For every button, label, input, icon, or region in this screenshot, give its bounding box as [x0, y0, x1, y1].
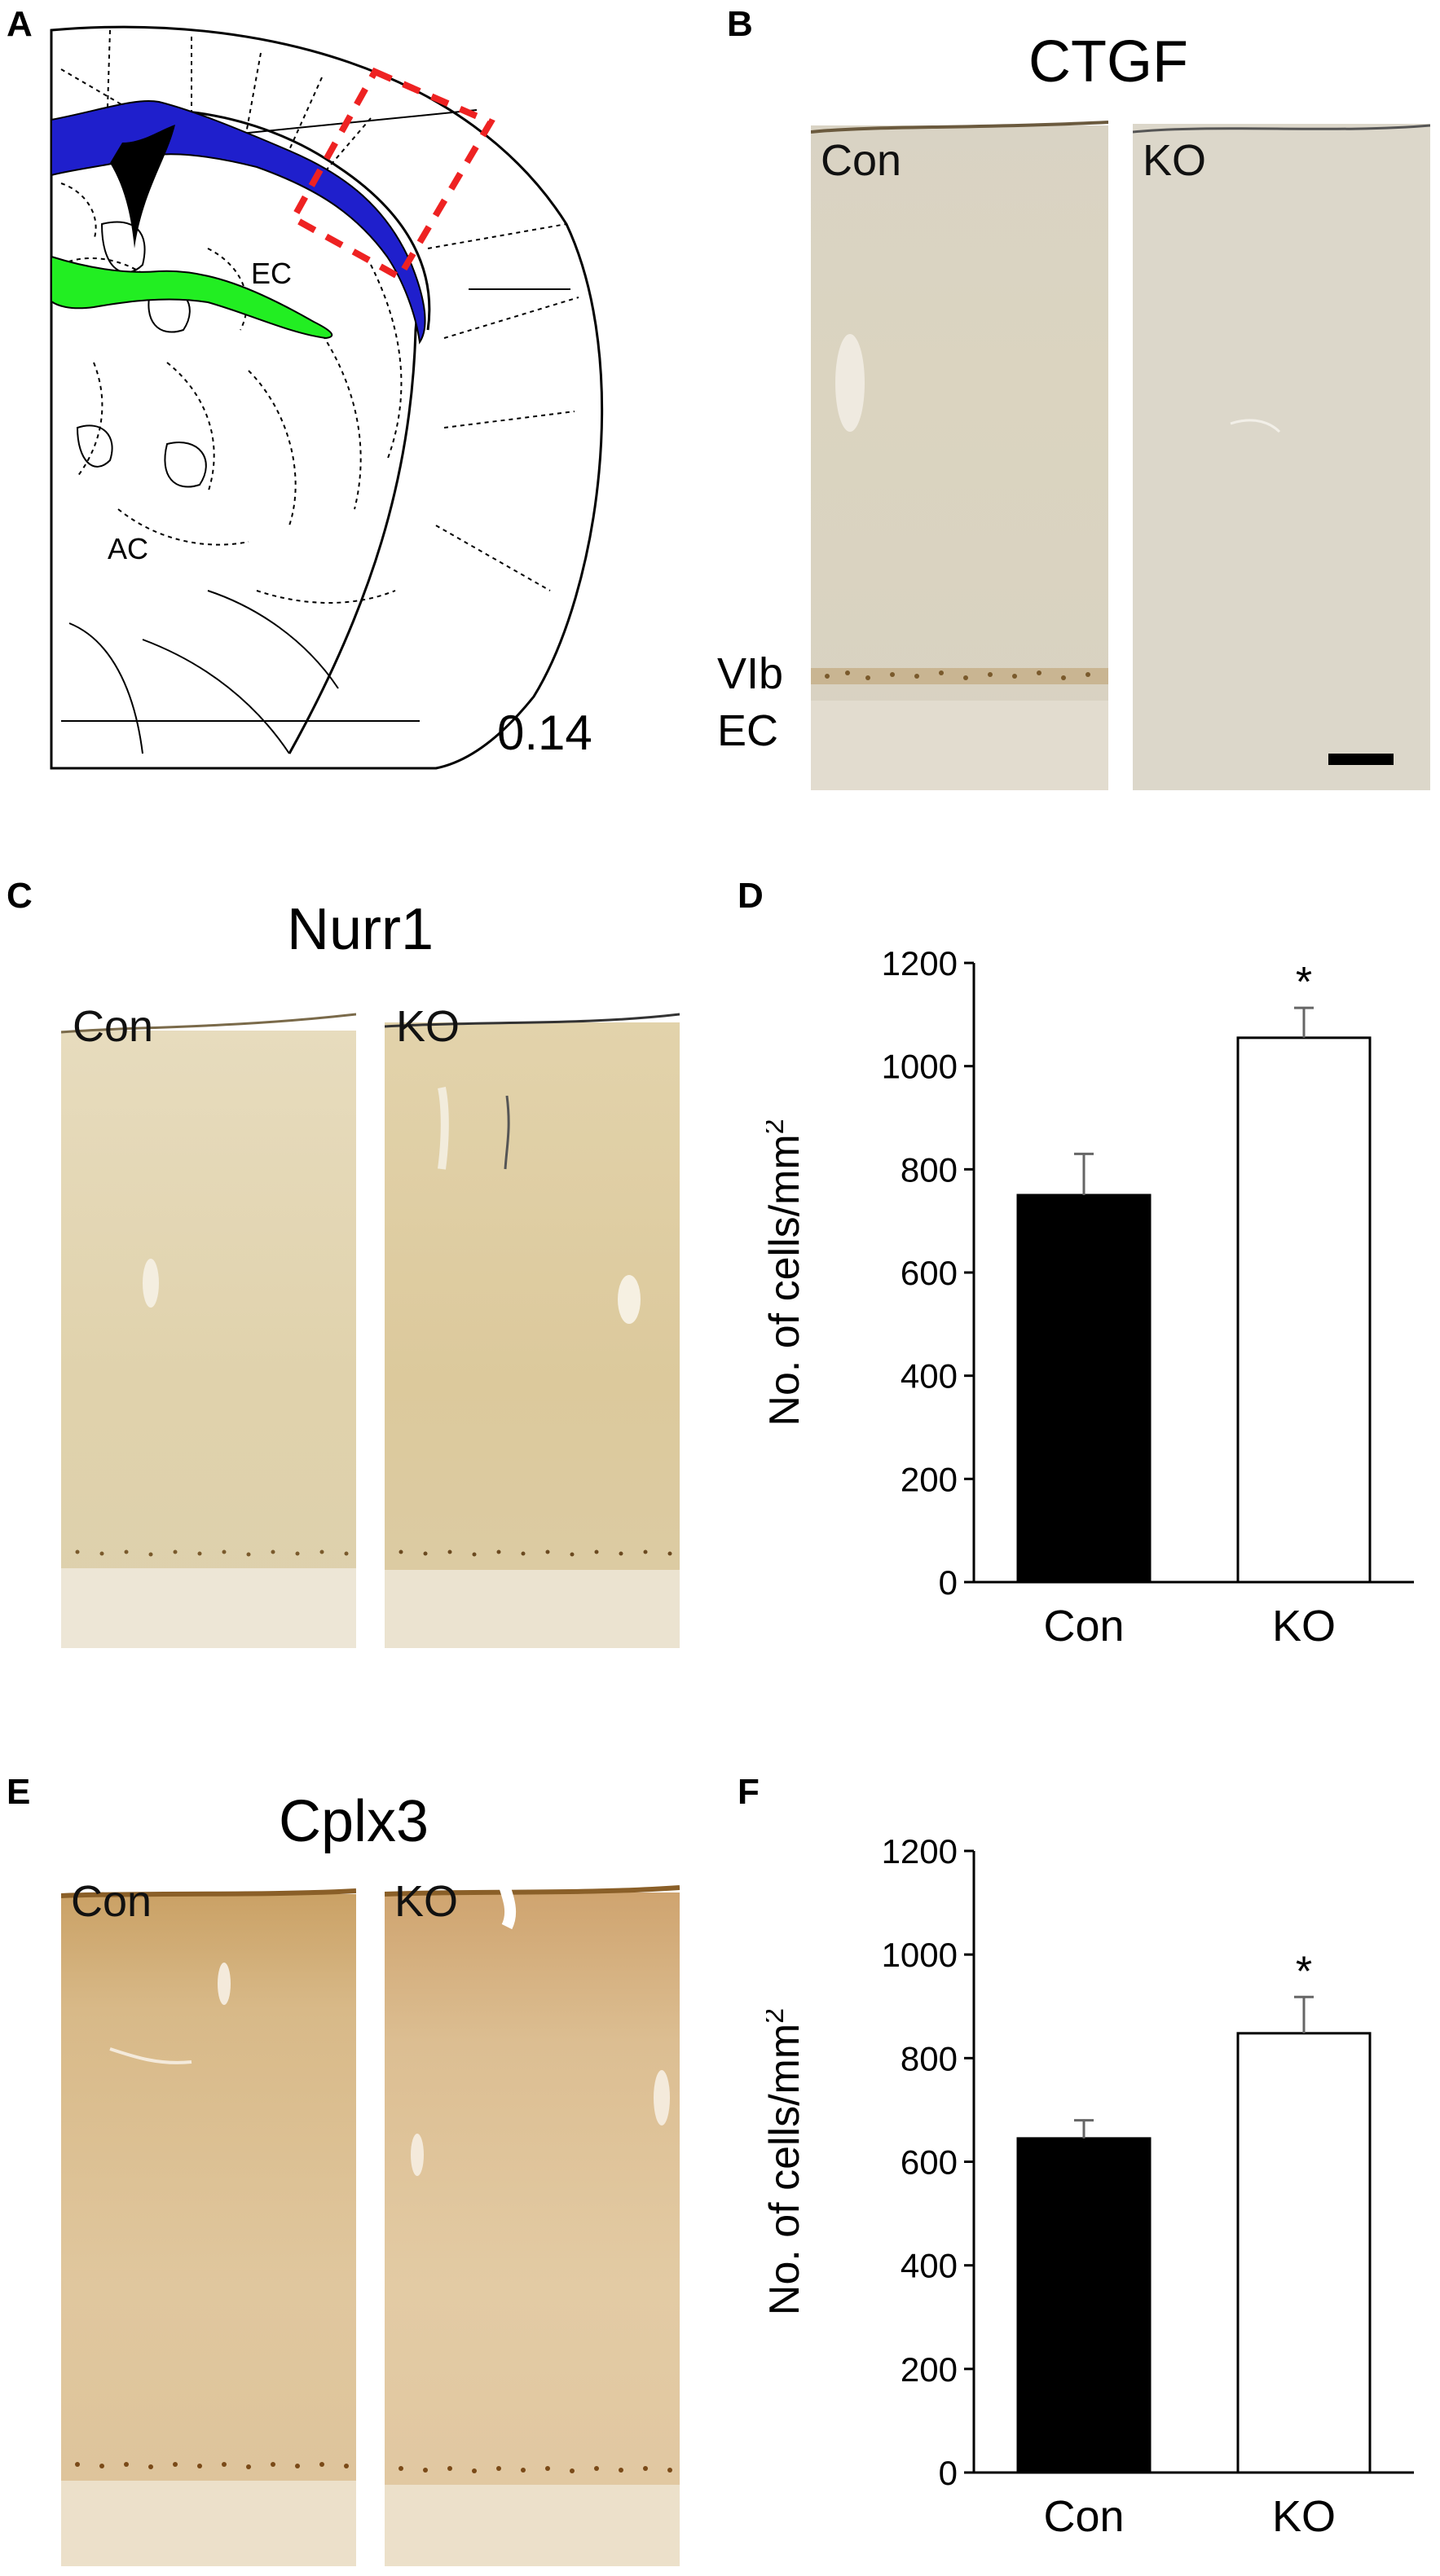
- chart-d-ytick-label: 400: [901, 1357, 958, 1396]
- chart-f-category-label: KO: [1272, 2492, 1336, 2541]
- chart-f-ytick-label: 800: [901, 2039, 958, 2077]
- chart-d-ytick-label: 1000: [882, 1048, 958, 1086]
- ctgf-ko-micrograph: KO: [1133, 114, 1430, 790]
- chart-f-bar-con: [1016, 2137, 1152, 2474]
- chart-d-significance-mark: *: [1296, 959, 1312, 1006]
- chart-d-bar-con: [1016, 1193, 1152, 1584]
- chart-d-ylabel: No. of cells/mm2: [766, 1119, 808, 1426]
- chart-d-bar-ko: [1236, 1036, 1372, 1584]
- chart-f-ytick-label: 0: [939, 2454, 958, 2492]
- roi-box-marker: [288, 67, 495, 282]
- panel-a-letter: A: [7, 4, 33, 44]
- panel-c-letter: C: [7, 876, 33, 916]
- chart-f-ytick-label: 1000: [882, 1936, 958, 1974]
- ec-region-label: EC: [251, 257, 293, 290]
- chart-d-category-label: Con: [1043, 1602, 1124, 1651]
- ctgf-con-label: Con: [821, 136, 902, 185]
- panel-b-letter: B: [727, 4, 753, 44]
- chart-d-category-label: KO: [1272, 1602, 1336, 1651]
- nurr1-ko-micrograph: KO: [385, 982, 680, 1648]
- ac-region-label: AC: [108, 532, 149, 565]
- chart-d-ytick-label: 0: [939, 1563, 958, 1602]
- chart-d-ytick-label: 600: [901, 1254, 958, 1292]
- panel-c-title: Nurr1: [287, 897, 434, 962]
- panel-d-letter: D: [738, 876, 764, 916]
- chart-d-ytick-label: 200: [901, 1460, 958, 1498]
- chart-f-ytick-label: 400: [901, 2247, 958, 2285]
- chart-f-category-label: Con: [1043, 2492, 1124, 2541]
- chart-f-ylabel-superscript: 2: [766, 2008, 790, 2024]
- layer-ec-label: EC: [717, 706, 779, 755]
- ctgf-con-micrograph: Con: [811, 114, 1108, 790]
- ctgf-ko-label: KO: [1143, 136, 1207, 185]
- panel-b-title: CTGF: [1028, 29, 1188, 95]
- panel-e-letter: E: [7, 1772, 31, 1812]
- bar-chart-d: 0 200 400 600 800 1000 1200 No. of cells/mm2 Con…: [766, 944, 1414, 1651]
- chart-d-ylabel-superscript: 2: [766, 1119, 790, 1134]
- panel-f-letter: F: [738, 1772, 760, 1812]
- nurr1-con-micrograph: Con: [61, 982, 356, 1648]
- chart-f-significance-mark: *: [1296, 1948, 1312, 1995]
- cplx3-con-label: Con: [71, 1877, 152, 1926]
- panel-e-title: Cplx3: [279, 1789, 429, 1854]
- cplx3-con-micrograph: Con: [61, 1870, 356, 2566]
- chart-d-ytick-label: 1200: [882, 944, 958, 982]
- coronal-brain-atlas-diagram: [50, 25, 604, 770]
- layer-vib-label: VIb: [717, 649, 784, 698]
- chart-f-bar-ko: [1236, 2032, 1372, 2474]
- cplx3-ko-label: KO: [394, 1877, 459, 1926]
- section-level-label: 0.14: [497, 706, 592, 760]
- chart-d-ytick-label: 800: [901, 1150, 958, 1189]
- nurr1-con-label: Con: [73, 1002, 154, 1051]
- chart-f-ytick-label: 1200: [882, 1832, 958, 1870]
- bar-chart-f: 0 200 400 600 800 1000 1200 No. of cells/mm2 Con…: [766, 1832, 1414, 2541]
- chart-f-ytick-label: 200: [901, 2350, 958, 2389]
- cplx3-ko-micrograph: KO: [385, 1870, 680, 2566]
- chart-f-ytick-label: 600: [901, 2143, 958, 2182]
- chart-f-ylabel: No. of cells/mm2: [766, 2008, 808, 2315]
- nurr1-ko-label: KO: [396, 1002, 460, 1051]
